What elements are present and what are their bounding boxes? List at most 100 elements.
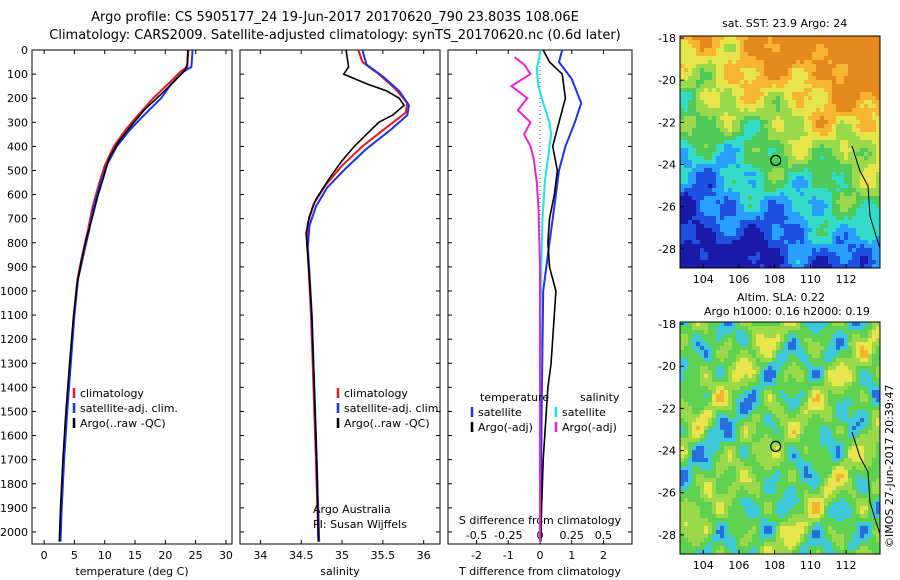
sla-map-cell (872, 398, 876, 402)
sla-map-cell (692, 366, 696, 370)
sla-map-cell (808, 342, 812, 346)
sst-map-cell (804, 236, 808, 240)
sst-map-cell (764, 148, 768, 152)
sst-map-cell (844, 108, 848, 112)
sst-map-cell (852, 196, 856, 200)
sla-map-cell (872, 326, 876, 330)
sst-map-cell (712, 200, 716, 204)
sst-map-cell (792, 108, 796, 112)
sst-map-cell (712, 48, 716, 52)
sla-map-cell (740, 382, 744, 386)
sst-map-cell (704, 56, 708, 60)
sst-map-cell (732, 60, 736, 64)
sst-map-cell (752, 228, 756, 232)
sst-map-cell (748, 156, 752, 160)
sst-map-cell (748, 52, 752, 56)
sst-map-cell (752, 184, 756, 188)
sst-map-cell (852, 160, 856, 164)
sst-map-cell (832, 232, 836, 236)
sst-map-cell (788, 236, 792, 240)
sla-map-cell (760, 378, 764, 382)
sla-map-cell (760, 362, 764, 366)
sst-map-cell (784, 76, 788, 80)
sla-map-cell (784, 382, 788, 386)
sst-map-cell (688, 140, 692, 144)
sla-map-cell (756, 354, 760, 358)
sst-map-cell (692, 140, 696, 144)
sla-map-cell (812, 366, 816, 370)
sst-map-cell (720, 132, 724, 136)
sst-map-cell (796, 252, 800, 256)
sst-map-cell (720, 48, 724, 52)
sst-map-cell (712, 248, 716, 252)
sst-map-cell (728, 196, 732, 200)
sst-map-cell (872, 260, 876, 264)
sla-map-cell (756, 322, 760, 326)
sst-map-cell (728, 96, 732, 100)
sst-map-cell (784, 192, 788, 196)
sst-map-cell (680, 148, 684, 152)
sst-map-cell (756, 240, 760, 244)
sst-map-cell (776, 104, 780, 108)
sst-map-cell (732, 256, 736, 260)
sst-map-cell (804, 256, 808, 260)
sst-map-cell (824, 224, 828, 228)
sst-map-cell (716, 244, 720, 248)
sst-map-cell (808, 84, 812, 88)
sla-map-cell (752, 378, 756, 382)
sst-map-cell (744, 224, 748, 228)
sst-map-cell (736, 208, 740, 212)
sla-map-cell (824, 454, 828, 458)
sla-map-cell (812, 338, 816, 342)
sst-map-cell (732, 132, 736, 136)
sla-map-cell (860, 430, 864, 434)
sla-map-cell (848, 406, 852, 410)
sla-map-cell (868, 410, 872, 414)
sla-map-cell (796, 322, 800, 326)
sst-map-cell (728, 228, 732, 232)
sst-map-cell (740, 252, 744, 256)
sst-map-cell (780, 208, 784, 212)
sst-map-cell (712, 208, 716, 212)
sla-map-cell (788, 410, 792, 414)
sst-map-cell (700, 260, 704, 264)
sla-map-cell (760, 334, 764, 338)
sst-map-cell (792, 164, 796, 168)
sla-map-cell (824, 326, 828, 330)
sla-map-cell (784, 334, 788, 338)
sst-map-cell (860, 200, 864, 204)
sla-map-cell (844, 422, 848, 426)
sla-map-cell (760, 418, 764, 422)
sst-map-cell (764, 228, 768, 232)
sst-map-cell (836, 44, 840, 48)
sst-map-cell (692, 148, 696, 152)
sla-map-cell (844, 450, 848, 454)
sla-map-cell (756, 374, 760, 378)
sla-map-cell (752, 418, 756, 422)
sla-map-cell (724, 458, 728, 462)
sst-map-cell (756, 68, 760, 72)
sst-map-cell (860, 84, 864, 88)
sst-map-cell (772, 100, 776, 104)
sla-map-cell (856, 342, 860, 346)
sst-map-cell (784, 144, 788, 148)
sst-map-cell (696, 256, 700, 260)
sst-map-cell (712, 40, 716, 44)
sst-map-cell (736, 176, 740, 180)
sst-map-cell (844, 132, 848, 136)
sla-map-cell (720, 462, 724, 466)
sst-map-cell (836, 248, 840, 252)
sst-map-cell (692, 100, 696, 104)
sst-map-cell (844, 212, 848, 216)
sst-map-cell (728, 132, 732, 136)
sst-map-grid (680, 36, 880, 268)
sla-map-cell (816, 434, 820, 438)
sla-map-cell (852, 450, 856, 454)
sst-map-cell (844, 176, 848, 180)
sla-map-cell (800, 366, 804, 370)
sst-map-cell (844, 160, 848, 164)
sst-map-cell (692, 60, 696, 64)
sla-map-cell (788, 398, 792, 402)
sla-map-cell (804, 466, 808, 470)
sst-map-cell (708, 204, 712, 208)
